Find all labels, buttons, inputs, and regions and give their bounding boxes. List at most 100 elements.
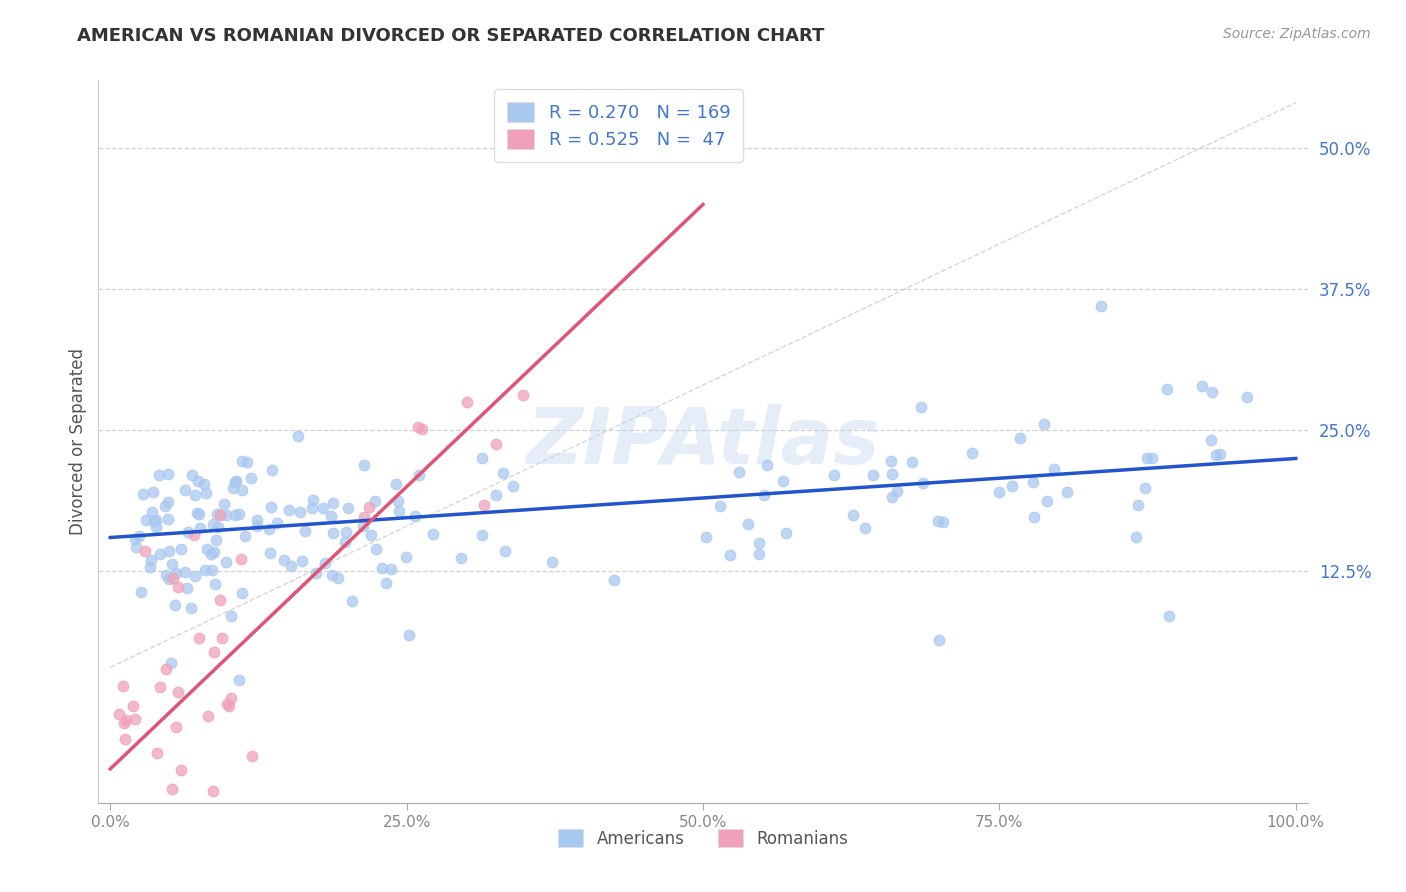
Point [278,503,301,517]
Point [183,569,205,583]
Point [235,455,257,469]
Point [141,505,163,519]
Point [360,527,382,541]
Point [183,527,205,541]
Point [603,574,626,588]
Point [218,699,240,714]
Point [149,681,172,695]
Point [129,585,152,599]
Point [128,529,150,543]
Point [395,549,418,564]
Point [328,571,350,585]
Point [737,517,759,532]
Point [398,628,420,642]
Point [260,463,283,477]
Point [280,559,302,574]
Point [333,535,356,549]
Point [748,547,770,561]
Point [162,571,184,585]
Point [312,500,335,515]
Point [485,487,508,501]
Point [205,533,228,548]
Point [337,500,360,515]
Point [181,468,204,483]
Point [177,525,200,540]
Point [111,679,134,693]
Point [1236,390,1258,404]
Point [155,662,177,676]
Point [157,467,180,481]
Point [1022,510,1045,524]
Point [388,504,411,518]
Point [160,782,183,797]
Point [204,577,226,591]
Point [246,518,269,533]
Point [404,508,426,523]
Point [1043,462,1066,476]
Point [471,450,494,465]
Point [141,485,163,500]
Point [408,468,430,483]
Point [259,500,281,514]
Point [340,594,363,608]
Point [167,685,190,699]
Point [145,513,167,527]
Point [748,536,770,550]
Point [962,446,984,460]
Point [224,508,246,522]
Point [287,429,309,443]
Point [718,548,741,562]
Point [167,580,190,594]
Point [187,507,209,521]
Point [754,488,776,502]
Point [186,506,208,520]
Point [225,474,247,488]
Point [214,508,236,523]
Point [139,560,162,574]
Point [1032,417,1054,431]
Point [160,657,183,671]
Point [155,568,177,582]
Point [160,557,183,571]
Point [1140,450,1163,465]
Point [266,516,288,531]
Point [853,521,876,535]
Point [124,712,146,726]
Point [472,498,495,512]
Point [217,697,239,711]
Point [135,513,157,527]
Point [1136,450,1159,465]
Point [288,505,311,519]
Point [208,592,231,607]
Point [823,467,845,482]
Point [142,514,165,528]
Point [842,508,865,522]
Point [202,517,225,532]
Point [359,500,381,515]
Point [138,810,160,824]
Point [240,748,263,763]
Point [141,884,163,892]
Point [291,554,314,568]
Point [322,496,344,510]
Point [1125,530,1147,544]
Point [364,541,387,556]
Point [932,516,955,530]
Point [387,493,409,508]
Point [450,551,472,566]
Point [200,548,222,562]
Point [188,521,211,535]
Point [1156,382,1178,396]
Point [422,526,444,541]
Point [1209,447,1232,461]
Point [928,632,950,647]
Point [145,746,167,760]
Point [1199,434,1222,448]
Point [180,601,202,615]
Point [153,499,176,513]
Point [1205,448,1227,462]
Point [494,543,516,558]
Point [105,870,128,884]
Point [314,556,336,570]
Point [380,562,402,576]
